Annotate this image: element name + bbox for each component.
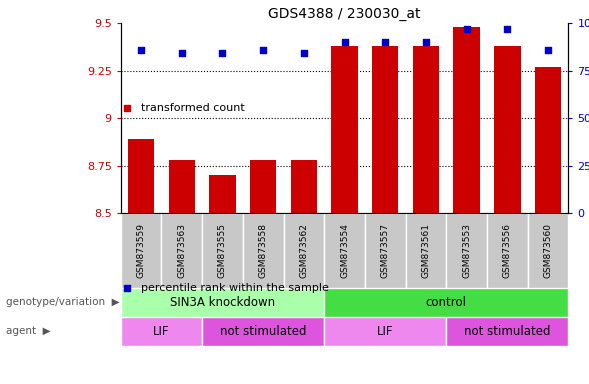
Bar bbox=[324, 317, 446, 346]
Bar bbox=[250, 160, 276, 213]
Point bbox=[259, 46, 268, 53]
Text: LIF: LIF bbox=[377, 325, 393, 338]
Bar bbox=[209, 175, 236, 213]
Bar bbox=[324, 213, 365, 288]
Text: LIF: LIF bbox=[153, 325, 170, 338]
Text: not stimulated: not stimulated bbox=[220, 325, 306, 338]
Text: SIN3A knockdown: SIN3A knockdown bbox=[170, 296, 275, 309]
Bar bbox=[332, 46, 358, 213]
Bar bbox=[413, 46, 439, 213]
Bar bbox=[372, 46, 399, 213]
Point bbox=[502, 26, 512, 32]
Text: GSM873553: GSM873553 bbox=[462, 223, 471, 278]
Text: GSM873558: GSM873558 bbox=[259, 223, 267, 278]
Text: GSM873554: GSM873554 bbox=[340, 223, 349, 278]
Text: GSM873561: GSM873561 bbox=[422, 223, 431, 278]
Title: GDS4388 / 230030_at: GDS4388 / 230030_at bbox=[269, 7, 421, 21]
Bar bbox=[446, 317, 568, 346]
Bar bbox=[528, 213, 568, 288]
Bar bbox=[290, 160, 317, 213]
Bar bbox=[202, 213, 243, 288]
Text: GSM873557: GSM873557 bbox=[380, 223, 390, 278]
Text: GSM873559: GSM873559 bbox=[137, 223, 145, 278]
Text: GSM873555: GSM873555 bbox=[218, 223, 227, 278]
Bar bbox=[243, 213, 283, 288]
Text: GSM873563: GSM873563 bbox=[177, 223, 186, 278]
Bar bbox=[121, 317, 202, 346]
Bar bbox=[487, 213, 528, 288]
Text: agent  ▶: agent ▶ bbox=[6, 326, 51, 336]
Point bbox=[177, 50, 187, 56]
Point bbox=[340, 39, 349, 45]
Bar bbox=[121, 288, 324, 317]
Bar bbox=[283, 213, 324, 288]
Point bbox=[462, 26, 471, 32]
Point bbox=[543, 46, 552, 53]
Text: control: control bbox=[426, 296, 467, 309]
Bar bbox=[454, 27, 480, 213]
Point bbox=[218, 50, 227, 56]
Text: percentile rank within the sample: percentile rank within the sample bbox=[141, 283, 329, 293]
Point bbox=[421, 39, 431, 45]
Bar bbox=[535, 67, 561, 213]
Bar bbox=[494, 46, 521, 213]
Point bbox=[137, 46, 146, 53]
Text: GSM873560: GSM873560 bbox=[544, 223, 552, 278]
Bar bbox=[121, 213, 161, 288]
Bar bbox=[168, 160, 195, 213]
Bar bbox=[161, 213, 202, 288]
Text: GSM873556: GSM873556 bbox=[503, 223, 512, 278]
Bar bbox=[446, 213, 487, 288]
Bar bbox=[406, 213, 446, 288]
Text: not stimulated: not stimulated bbox=[464, 325, 551, 338]
Text: GSM873562: GSM873562 bbox=[299, 223, 309, 278]
Point bbox=[380, 39, 390, 45]
Bar bbox=[324, 288, 568, 317]
Bar bbox=[202, 317, 324, 346]
Text: genotype/variation  ▶: genotype/variation ▶ bbox=[6, 297, 120, 308]
Bar bbox=[128, 139, 154, 213]
Bar bbox=[365, 213, 406, 288]
Text: transformed count: transformed count bbox=[141, 103, 245, 113]
Point bbox=[299, 50, 309, 56]
